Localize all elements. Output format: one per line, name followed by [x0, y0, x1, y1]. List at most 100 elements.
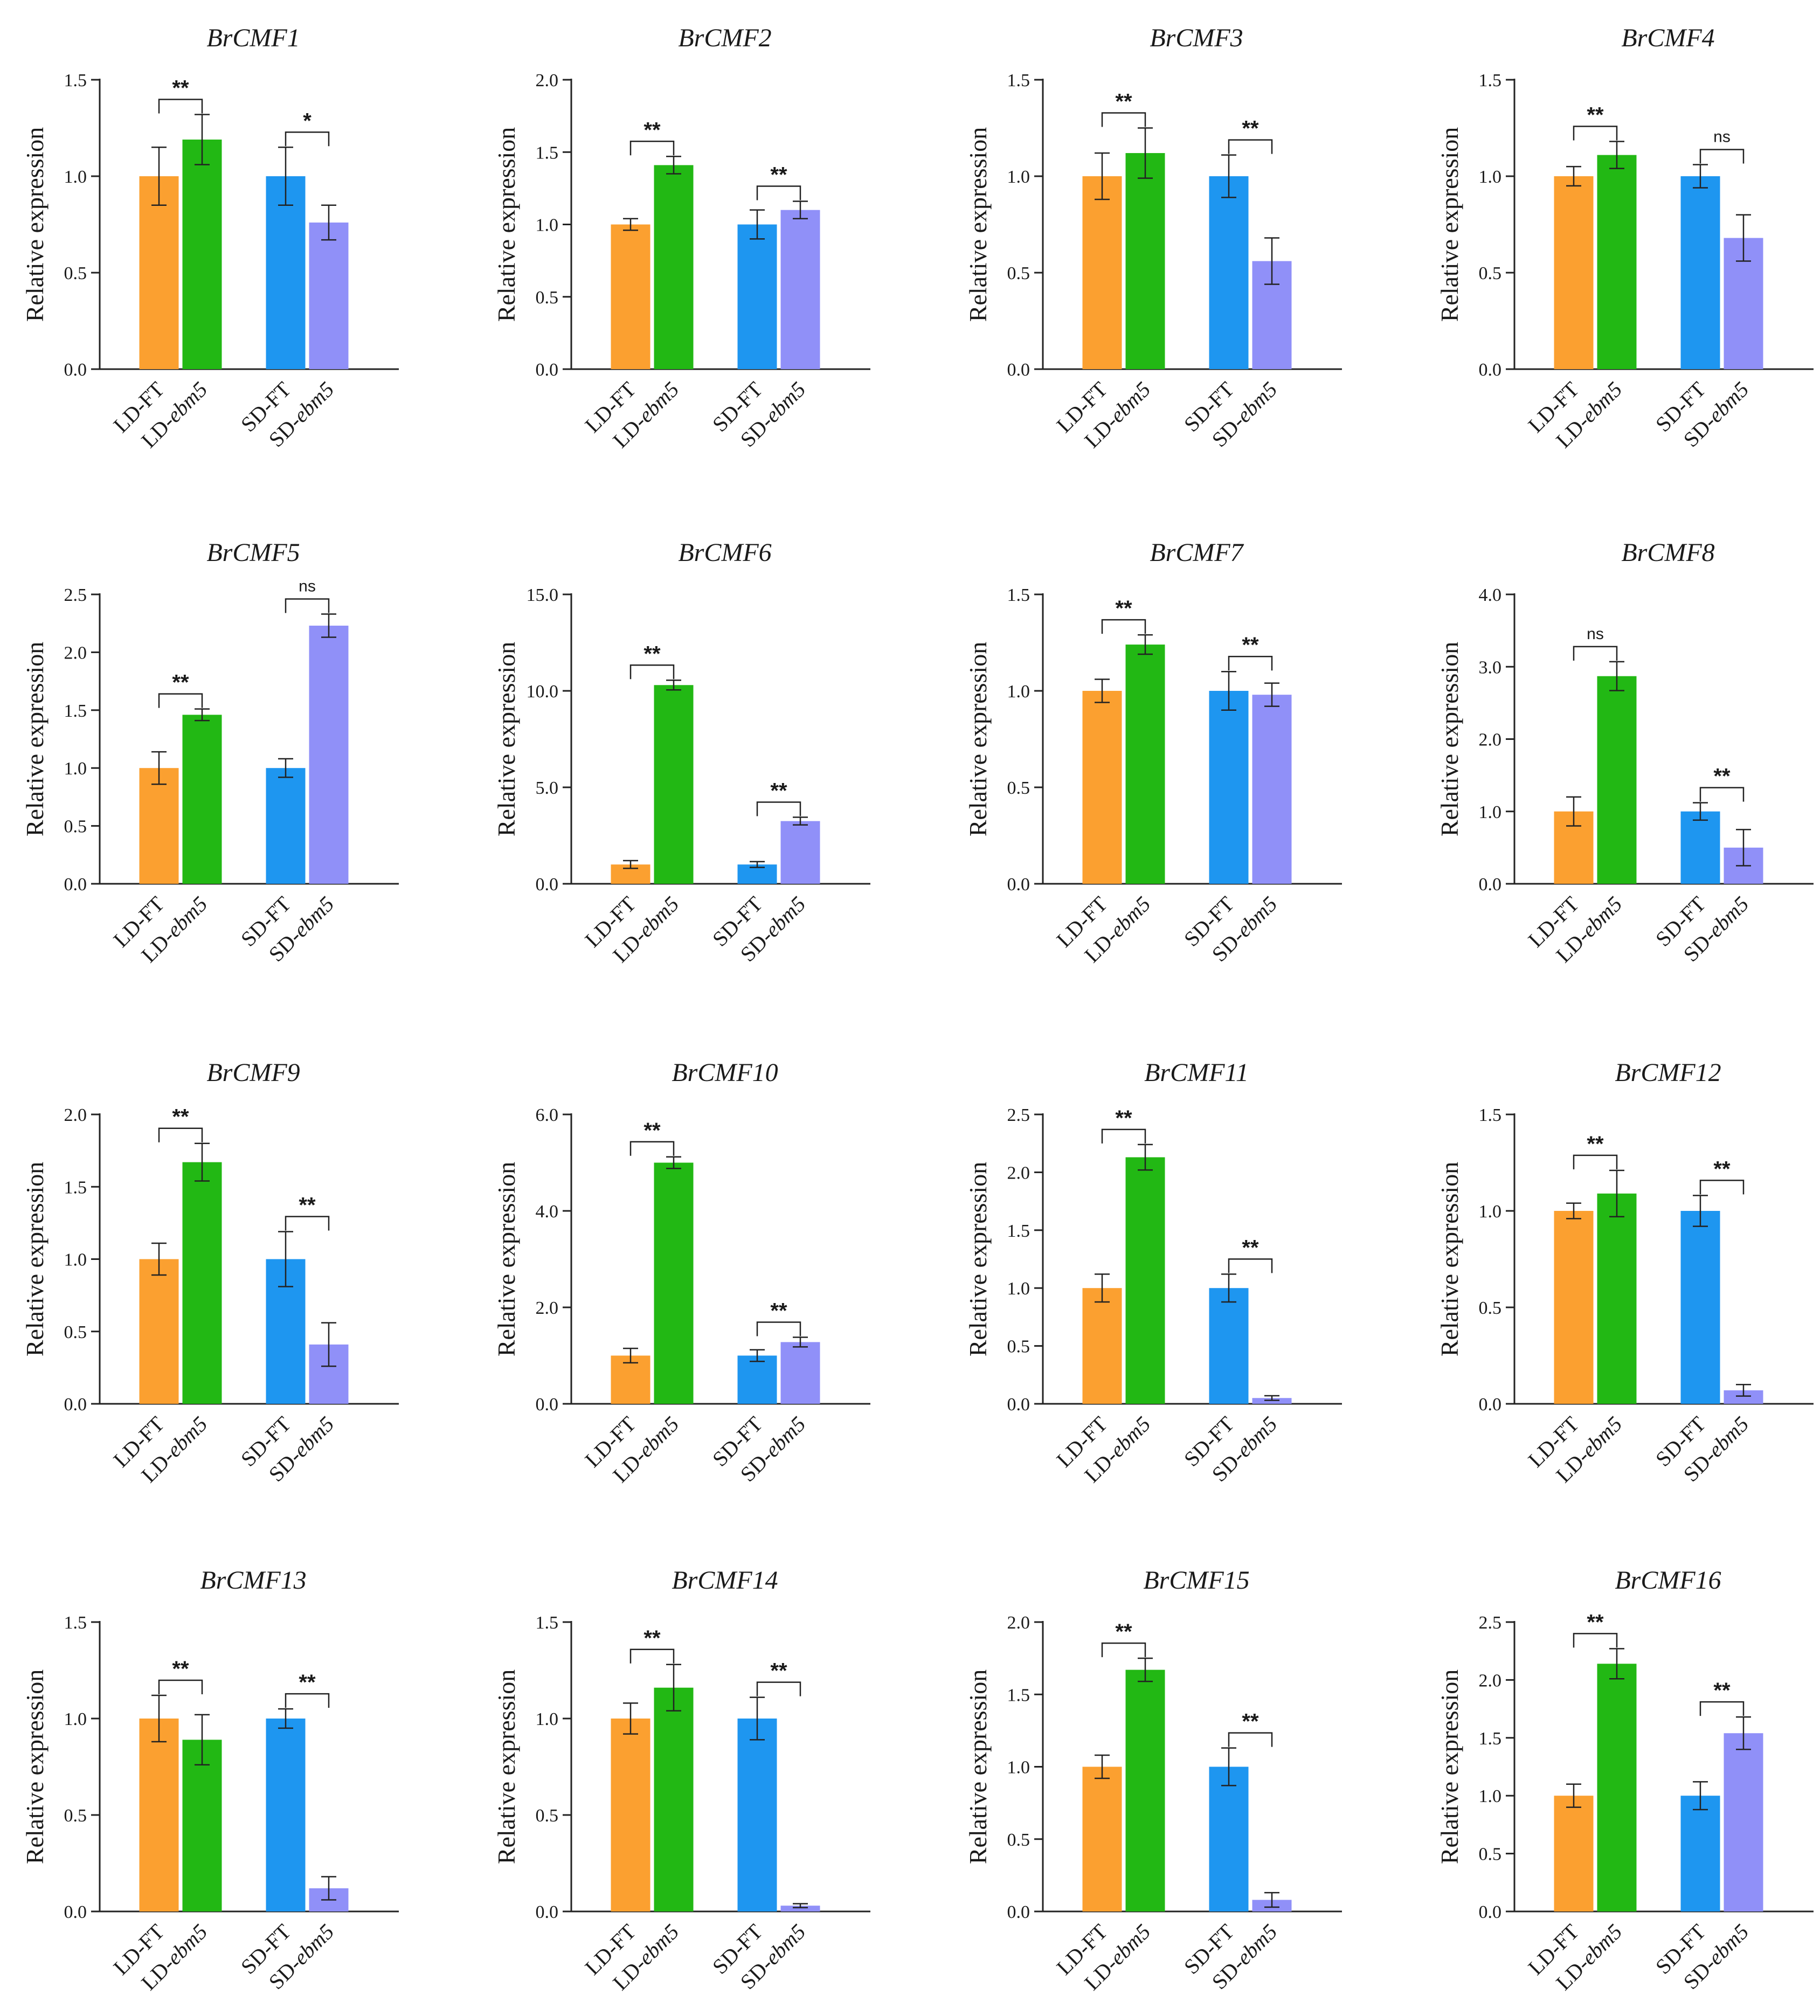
significance-bracket — [285, 131, 330, 147]
significance-bracket — [158, 1679, 203, 1695]
bar-sd-ft — [266, 1719, 306, 1911]
chart-title: BrCMF4 — [1621, 24, 1714, 52]
y-tick-label: 0.5 — [536, 288, 559, 308]
y-axis-label: Relative expression — [964, 642, 992, 837]
significance-bracket — [1573, 646, 1618, 661]
bar-sd-ft — [1209, 691, 1249, 884]
bar-sd-ft — [266, 176, 306, 369]
y-tick-label: 1.0 — [64, 1250, 87, 1270]
significance-bracket — [285, 1693, 330, 1708]
y-tick-label: 0.0 — [1007, 360, 1030, 380]
y-tick-label: 1.0 — [64, 167, 87, 187]
panel-brcmf15: BrCMF15 Relative expression 0.0 0.5 1.0 1.5 2.… — [964, 1566, 1342, 1995]
significance-label: ** — [770, 1299, 787, 1322]
y-tick-label: 0.5 — [64, 817, 87, 837]
significance-bracket — [629, 664, 675, 680]
y-tick-label: 0.0 — [536, 1902, 559, 1922]
significance-label: ** — [1587, 1610, 1604, 1634]
panel-brcmf2: BrCMF2 Relative expression 0.0 0.5 1.0 1.5 2.0… — [493, 24, 870, 453]
y-tick-label: 0.5 — [1007, 1337, 1030, 1357]
y-tick-label: 1.5 — [64, 71, 87, 91]
significance-label: ** — [172, 76, 189, 100]
bar-ld-ebm5 — [1125, 1669, 1165, 1911]
y-tick-label: 0.0 — [536, 875, 559, 895]
y-tick-label: 0.5 — [536, 1806, 559, 1826]
y-tick-label: 0.0 — [64, 875, 87, 895]
y-axis-label: Relative expression — [493, 642, 520, 837]
y-tick-label: 5.0 — [536, 778, 559, 798]
panel-brcmf13: BrCMF13 Relative expression 0.0 0.5 1.0 1.5 **… — [21, 1566, 399, 1995]
bar-sd-ft — [1209, 176, 1249, 369]
significance-label: ** — [1115, 1620, 1132, 1644]
y-tick-label: 0.0 — [1479, 875, 1502, 895]
y-tick-label: 1.5 — [64, 1613, 87, 1633]
y-tick-label: 15.0 — [527, 585, 559, 605]
bar-sd-ft — [1680, 811, 1720, 884]
significance-bracket — [1228, 655, 1273, 671]
y-axis-label: Relative expression — [21, 127, 49, 322]
y-tick-label: 1.5 — [536, 1613, 559, 1633]
y-tick-label: 3.0 — [1479, 657, 1502, 677]
significance-bracket — [158, 693, 203, 708]
y-tick-label: 1.0 — [1007, 1758, 1030, 1778]
bar-ld-ebm5 — [654, 1162, 694, 1404]
significance-bracket — [756, 1321, 801, 1336]
significance-label: ** — [1115, 1106, 1132, 1130]
y-tick-label: 0.5 — [1007, 778, 1030, 798]
y-tick-label: 1.0 — [64, 1709, 87, 1729]
significance-label: ** — [1242, 1710, 1259, 1734]
y-tick-label: 1.0 — [1479, 802, 1502, 822]
bar-ld-ebm5 — [1597, 1193, 1637, 1404]
y-axis-label: Relative expression — [493, 1162, 520, 1357]
y-axis-label: Relative expression — [964, 127, 992, 322]
y-axis-label: Relative expression — [1436, 1162, 1463, 1357]
y-tick-label: 0.0 — [1007, 1902, 1030, 1922]
y-tick-label: 0.5 — [64, 1806, 87, 1826]
bar-sd-ft — [737, 1355, 777, 1404]
significance-label: ** — [299, 1193, 316, 1217]
bar-ld-ft — [611, 1355, 651, 1404]
significance-bracket — [756, 1681, 801, 1696]
bar-ld-ft — [139, 176, 179, 369]
significance-bracket — [629, 141, 675, 156]
significance-bracket — [1573, 126, 1618, 141]
y-tick-label: 0.0 — [1479, 360, 1502, 380]
y-tick-label: 1.5 — [536, 143, 559, 163]
significance-label: ** — [643, 1119, 661, 1142]
significance-label: ** — [643, 1626, 661, 1650]
significance-bracket — [1101, 1642, 1146, 1658]
significance-label: ** — [1587, 1132, 1604, 1156]
significance-bracket — [1101, 619, 1146, 634]
y-tick-label: 0.5 — [1479, 264, 1502, 283]
panel-brcmf14: BrCMF14 Relative expression 0.0 0.5 1.0 1.5 **… — [493, 1566, 870, 1995]
y-tick-label: 1.0 — [1007, 167, 1030, 187]
chart-title: BrCMF2 — [678, 24, 771, 52]
significance-label: ** — [770, 163, 787, 187]
significance-bracket — [756, 801, 801, 816]
y-tick-label: 2.0 — [536, 71, 559, 91]
bar-ld-ebm5 — [182, 715, 222, 884]
y-tick-label: 0.5 — [1479, 1845, 1502, 1865]
significance-bracket — [629, 1141, 675, 1156]
chart-title: BrCMF1 — [206, 24, 300, 52]
panel-brcmf6: BrCMF6 Relative expression 0.0 5.0 10.0 15.0 *… — [493, 538, 870, 967]
panel-brcmf8: BrCMF8 Relative expression 0.0 1.0 2.0 3.0 4.0… — [1436, 538, 1814, 967]
bar-sd-ft — [1680, 1211, 1720, 1404]
y-tick-label: 2.5 — [64, 585, 87, 605]
significance-label: ** — [1115, 597, 1132, 620]
y-tick-label: 1.5 — [64, 701, 87, 721]
bar-ld-ft — [1554, 1796, 1594, 1911]
significance-bracket — [1101, 112, 1146, 127]
bar-ld-ft — [139, 768, 179, 884]
bar-sd-ft — [1680, 1796, 1720, 1911]
chart-title: BrCMF3 — [1150, 24, 1243, 52]
bar-ld-ebm5 — [1125, 645, 1165, 884]
significance-label: ** — [1242, 117, 1259, 141]
panel-brcmf10: BrCMF10 Relative expression 0.0 2.0 4.0 6.0 **… — [493, 1058, 870, 1487]
y-tick-label: 10.0 — [527, 682, 559, 702]
bar-sd-ebm5 — [1252, 695, 1292, 884]
chart-title: BrCMF5 — [206, 538, 300, 567]
y-axis-label: Relative expression — [21, 642, 49, 837]
significance-bracket — [1699, 787, 1745, 802]
significance-label: ns — [1713, 128, 1731, 146]
